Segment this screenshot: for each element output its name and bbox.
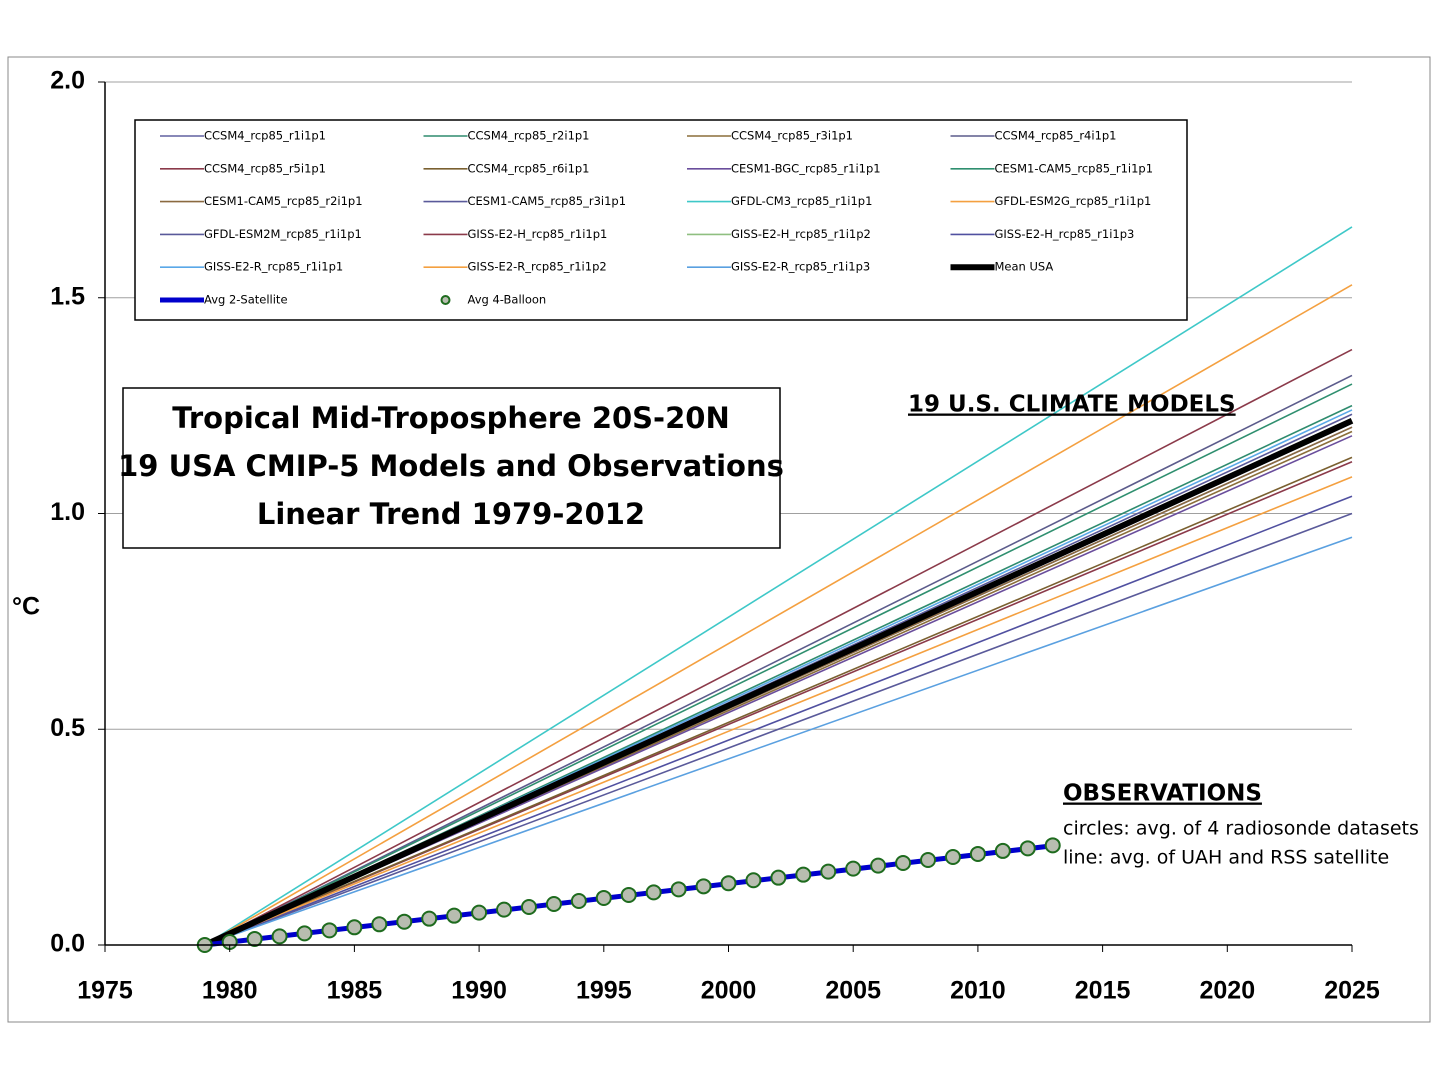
series-line [204, 284, 1353, 946]
y-tick-label: 0.0 [50, 930, 85, 958]
series-line [204, 348, 1353, 946]
data-point [296, 925, 313, 942]
data-point [1044, 837, 1061, 854]
legend: CCSM4_rcp85_r1i1p1 CCSM4_rcp85_r2i1p1 CCSM… [160, 129, 1153, 307]
annotation: circles: avg. of 4 radiosonde datasets [1063, 818, 1419, 840]
legend-label: GFDL-CM3_rcp85_r1i1p1 [731, 194, 872, 208]
data-point [845, 860, 862, 877]
data-point [421, 910, 438, 927]
data-point [795, 866, 812, 883]
y-tick-label: 1.5 [50, 282, 85, 310]
data-point [969, 845, 986, 862]
data-point [271, 928, 288, 945]
data-point [446, 907, 463, 924]
data-point [695, 878, 712, 895]
legend-label: Mean USA [995, 260, 1054, 274]
x-tick-label: 2005 [825, 977, 881, 1005]
data-point [620, 886, 637, 903]
y-tick-label: 0.5 [50, 714, 85, 742]
x-tick-label: 2015 [1075, 977, 1131, 1005]
data-point [820, 863, 837, 880]
data-point [745, 872, 762, 889]
data-point [870, 857, 887, 874]
data-point [545, 896, 562, 913]
series-line [204, 383, 1353, 946]
data-point [1019, 840, 1036, 857]
data-point [346, 919, 363, 936]
legend-label: GFDL-ESM2M_rcp85_r1i1p1 [204, 227, 362, 241]
chart-title: Linear Trend 1979-2012 [257, 497, 645, 531]
annotation: OBSERVATIONS [1063, 781, 1262, 807]
series-line [204, 476, 1353, 946]
legend-label: CCSM4_rcp85_r2i1p1 [468, 129, 590, 143]
legend-label: GISS-E2-R_rcp85_r1i1p1 [204, 260, 343, 274]
legend-label: CESM1-BGC_rcp85_r1i1p1 [731, 161, 881, 175]
x-tick-label: 2010 [950, 977, 1006, 1005]
data-point [595, 889, 612, 906]
data-point [895, 855, 912, 872]
legend-label: CCSM4_rcp85_r6i1p1 [468, 161, 590, 175]
y-tick-label: 2.0 [50, 67, 85, 95]
data-point [396, 913, 413, 930]
legend-label: CCSM4_rcp85_r3i1p1 [731, 129, 853, 143]
legend-label: GISS-E2-R_rcp85_r1i1p3 [731, 260, 870, 274]
chart-title: Tropical Mid-Troposphere 20S-20N [172, 401, 729, 435]
data-point [720, 875, 737, 892]
chart-title: 19 USA CMIP-5 Models and Observations [118, 449, 784, 483]
data-point [645, 884, 662, 901]
legend-label: GFDL-ESM2G_rcp85_r1i1p1 [995, 194, 1152, 208]
x-tick-label: 2025 [1324, 977, 1380, 1005]
annotation: 19 U.S. CLIMATE MODELS [908, 392, 1236, 418]
data-point [520, 899, 537, 916]
y-tick-label: 1.0 [50, 498, 85, 526]
data-point [770, 869, 787, 886]
legend-label: GISS-E2-H_rcp85_r1i1p2 [731, 227, 871, 241]
legend-label: Avg 2-Satellite [204, 293, 288, 307]
data-point [496, 901, 513, 918]
data-point [321, 922, 338, 939]
annotation: line: avg. of UAH and RSS satellite [1063, 847, 1389, 869]
series-line [203, 417, 1354, 948]
series-line [204, 536, 1353, 946]
legend-label: GISS-E2-R_rcp85_r1i1p2 [468, 260, 607, 274]
series-line [204, 226, 1353, 946]
plot [196, 226, 1354, 953]
series-line [204, 374, 1353, 946]
series-line [204, 512, 1353, 946]
x-tick-label: 1980 [202, 977, 258, 1005]
legend-box [134, 119, 1188, 321]
data-point [670, 881, 687, 898]
x-tick-label: 1990 [451, 977, 507, 1005]
data-point [944, 848, 961, 865]
legend-label: GISS-E2-H_rcp85_r1i1p1 [468, 227, 608, 241]
legend-label: CCSM4_rcp85_r5i1p1 [204, 161, 326, 175]
data-point [471, 904, 488, 921]
data-point [371, 916, 388, 933]
data-point [246, 930, 263, 947]
legend-label: Avg 4-Balloon [468, 293, 547, 307]
x-tick-label: 1975 [77, 977, 133, 1005]
legend-label: CCSM4_rcp85_r4i1p1 [995, 129, 1117, 143]
legend-marker [440, 295, 451, 305]
x-tick-label: 2000 [701, 977, 757, 1005]
legend-label: GISS-E2-H_rcp85_r1i1p3 [995, 227, 1135, 241]
axes: 0.0 0.5 1.0 1.5 2.0 1975 1980 1985 1990 1995 2000 2… [50, 67, 1380, 1005]
series-line [204, 495, 1353, 946]
legend-label: CESM1-CAM5_rcp85_r3i1p1 [468, 194, 627, 208]
series-line [204, 456, 1353, 946]
x-tick-label: 1995 [576, 977, 632, 1005]
data-point [920, 851, 937, 868]
y-axis-label: °C [12, 593, 40, 621]
x-tick-label: 2020 [1199, 977, 1255, 1005]
data-point [994, 842, 1011, 859]
title-box [122, 387, 781, 549]
legend-label: CESM1-CAM5_rcp85_r1i1p1 [995, 161, 1154, 175]
x-tick-label: 1985 [327, 977, 383, 1005]
legend-label: CESM1-CAM5_rcp85_r2i1p1 [204, 194, 363, 208]
data-point [570, 892, 587, 909]
legend-label: CCSM4_rcp85_r1i1p1 [204, 129, 326, 143]
